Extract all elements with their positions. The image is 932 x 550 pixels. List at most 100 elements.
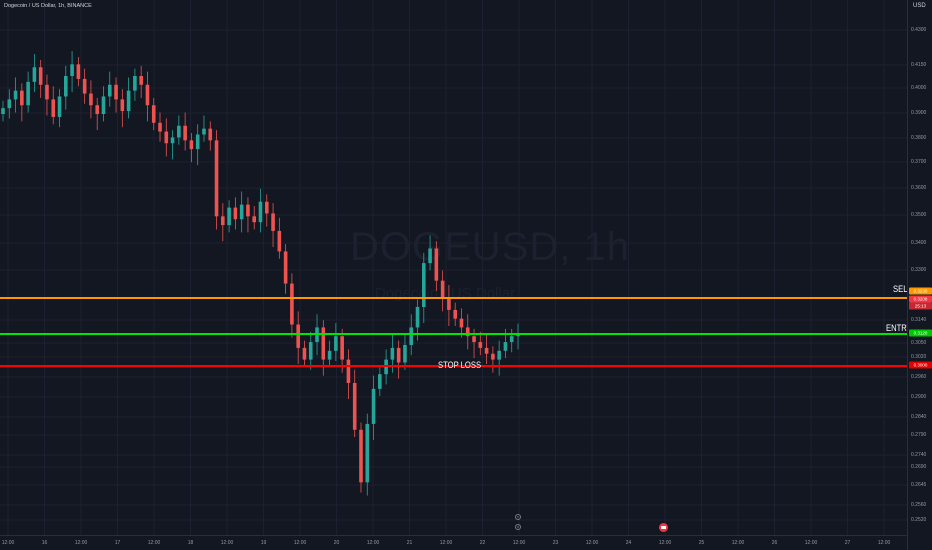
candle-up: [403, 344, 407, 363]
candle-down: [283, 251, 288, 284]
candle-down: [45, 84, 49, 100]
chart-grid: [0, 0, 907, 535]
sell-line[interactable]: [0, 297, 907, 299]
price-tick-label: 0.2645: [911, 482, 927, 488]
candle-up: [227, 207, 231, 226]
sell-price-tag: 0.3230: [909, 287, 932, 295]
candle-down: [164, 131, 169, 144]
price-tick-label: 0.2690: [911, 464, 927, 470]
time-tick-label: 12:00: [877, 540, 891, 546]
candle-down: [447, 298, 451, 310]
time-tick-label: 12:00: [220, 540, 234, 546]
price-tick-label: 0.2960: [911, 374, 927, 380]
candle-down: [321, 327, 326, 360]
candle-up: [7, 99, 12, 109]
price-tick-label: 0.4000: [911, 85, 927, 91]
candle-down: [459, 318, 464, 328]
time-tick-label: 18: [187, 540, 194, 546]
candle-up: [57, 96, 62, 117]
candle-up: [26, 81, 30, 106]
candle-up: [202, 128, 206, 135]
stop-loss-price-tag: 0.3000: [909, 361, 932, 369]
candle-down: [296, 324, 300, 348]
chart-plot-area[interactable]: DOGEUSD, 1h Dogecoin / US Dollar Dogecoi…: [0, 0, 907, 535]
candle-up: [70, 64, 74, 77]
candle-up: [13, 90, 18, 100]
time-tick-label: 25: [698, 540, 705, 546]
candle-up: [258, 201, 263, 223]
candle-up: [107, 84, 112, 97]
candle-down: [352, 382, 357, 430]
price-tick-label: 0.2900: [911, 394, 927, 400]
candle-down: [221, 216, 225, 226]
candle-up: [421, 263, 426, 307]
price-axis[interactable]: USD 0.4300 0.4150 0.4000 0.3900 0.3800 0.3700…: [907, 0, 932, 550]
split-icon[interactable]: s: [515, 514, 521, 520]
candle-down: [95, 105, 100, 115]
candle-up: [133, 76, 137, 91]
candle-up: [32, 67, 37, 82]
candle-up: [308, 342, 313, 360]
time-tick-label: 12:00: [658, 540, 672, 546]
candle-down: [145, 84, 150, 106]
currency-label: USD: [913, 3, 926, 9]
candle-up: [428, 248, 432, 264]
candle-up: [64, 76, 68, 97]
candle-down: [76, 64, 81, 79]
entry-line[interactable]: [0, 333, 907, 335]
candle-down: [120, 99, 125, 112]
time-tick-label: 17: [114, 540, 121, 546]
entry-price-tag: 0.3120: [909, 329, 932, 337]
time-tick-label: 21: [406, 540, 413, 546]
candle-up: [409, 327, 414, 345]
candle-down: [440, 280, 445, 299]
price-tick-label: 0.3400: [911, 240, 927, 246]
candle-down: [82, 78, 87, 94]
candle-down: [51, 99, 56, 117]
candle-down: [264, 201, 269, 214]
candles-layer: [1, 51, 520, 496]
stop-loss-line[interactable]: [0, 365, 907, 367]
time-axis[interactable]: 12:00 16 12:00 17 12:00 18 12:00 19 12:00 20 12:00…: [0, 535, 907, 550]
candle-up: [365, 423, 370, 483]
time-tick-label: 12:00: [731, 540, 745, 546]
candle-up: [195, 134, 200, 150]
candle-up: [126, 90, 131, 112]
time-tick-label: 12:00: [147, 540, 161, 546]
price-tick-label: 0.3500: [911, 212, 927, 218]
time-tick-label: 12:00: [366, 540, 380, 546]
price-tick-label: 0.2520: [911, 517, 927, 523]
candle-down: [340, 336, 344, 360]
candle-down: [478, 342, 483, 348]
price-tick-label: 0.3300: [911, 267, 927, 273]
time-tick-label: 12:00: [439, 540, 453, 546]
candle-down: [252, 216, 257, 223]
candle-up: [497, 350, 501, 360]
flag-icon[interactable]: [659, 523, 668, 532]
candle-up: [415, 306, 420, 328]
candle-down: [89, 93, 93, 106]
stop-loss-label: STOP LOSS: [438, 360, 482, 370]
candle-up: [315, 327, 319, 343]
candle-up: [334, 336, 338, 351]
countdown-tag: 25:13: [909, 302, 932, 310]
price-tick-label: 0.3140: [911, 317, 927, 323]
price-tick-label: 0.2560: [911, 502, 927, 508]
candle-down: [346, 359, 351, 383]
symbol-title[interactable]: Dogecoin / US Dollar, 1h, BINANCE: [4, 3, 92, 9]
candle-down: [246, 204, 250, 217]
time-tick-label: 12:00: [585, 540, 599, 546]
candle-up: [177, 125, 181, 138]
candle-up: [390, 347, 395, 360]
symbol-watermark: DOGEUSD, 1h: [350, 225, 630, 269]
price-tick-label: 0.2740: [911, 452, 927, 458]
candle-up: [384, 359, 388, 375]
time-tick-label: 19: [260, 540, 267, 546]
candle-up: [239, 204, 244, 220]
candle-down: [158, 122, 162, 132]
candle-down: [290, 283, 294, 325]
time-tick-label: 26: [771, 540, 778, 546]
candle-down: [271, 213, 275, 231]
candle-up: [170, 137, 175, 144]
dividend-icon[interactable]: d: [515, 524, 521, 530]
